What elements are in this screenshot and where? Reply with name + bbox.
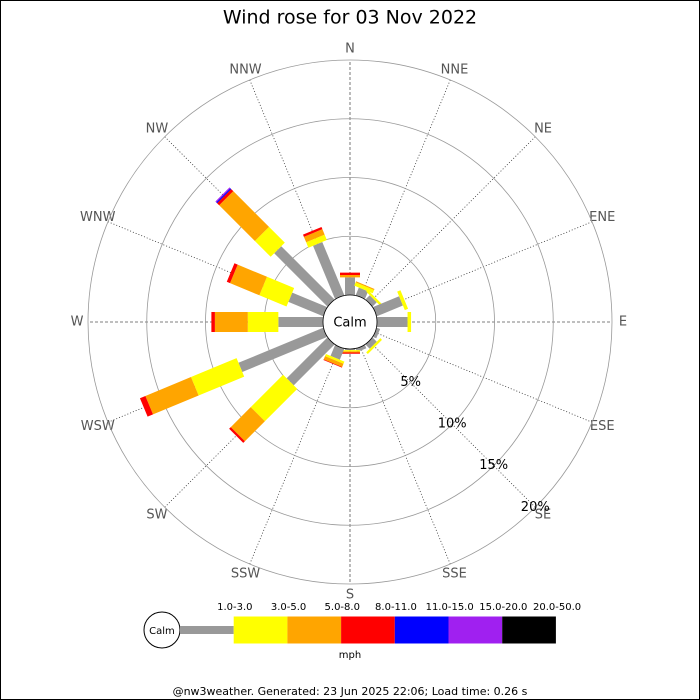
legend-swatch (180, 626, 234, 634)
wind-segment (373, 296, 403, 317)
wind-segment (330, 345, 345, 360)
wind-segment (303, 229, 325, 243)
direction-label: SW (146, 508, 167, 523)
legend-swatch (394, 616, 449, 644)
wind-segment (230, 407, 265, 442)
wind-segment (355, 281, 375, 291)
direction-label: SE (535, 508, 551, 523)
wind-segment (217, 189, 234, 206)
grid-ring (87, 59, 613, 585)
calm-circle (322, 294, 378, 350)
legend-label: 1.0-3.0 (217, 602, 252, 613)
legend-swatch (341, 616, 395, 644)
calm-label: Calm (333, 316, 366, 331)
ring-label: 15% (479, 458, 508, 473)
legend-swatch (502, 616, 556, 644)
wind-segment (323, 359, 343, 368)
wind-segment (340, 272, 360, 276)
direction-label: S (346, 588, 354, 603)
wind-segment (286, 337, 335, 386)
wind-segment (250, 374, 298, 422)
wind-segment (340, 275, 360, 278)
ring-label: 10% (438, 417, 467, 432)
wind-segment (366, 338, 382, 354)
wind-segment (365, 295, 377, 307)
legend-calm-label: Calm (149, 626, 175, 637)
wind-segment (214, 312, 248, 332)
direction-label: NW (146, 121, 169, 136)
legend-swatch (287, 616, 342, 644)
chart-title: Wind rose for 03 Nov 2022 (223, 7, 477, 29)
direction-label: SSW (231, 567, 261, 582)
legend-label: 5.0-8.0 (325, 602, 360, 613)
direction-label: SSE (442, 567, 467, 582)
wind-segment (211, 312, 215, 332)
wind-segment (365, 337, 377, 349)
wind-segment (354, 282, 375, 294)
legend-swatch (233, 616, 288, 644)
wind-segment (306, 234, 327, 248)
wind-segment (325, 353, 345, 364)
wind-segment (313, 241, 345, 299)
direction-label: WNW (80, 210, 116, 225)
wind-segment (340, 350, 360, 352)
legend-label: 8.0-11.0 (375, 602, 417, 613)
wind-segment (340, 352, 360, 354)
wind-segment (366, 290, 382, 306)
wind-segment (215, 187, 231, 203)
wind-segment (238, 327, 327, 373)
direction-label: W (71, 315, 84, 330)
legend-label: 11.0-15.0 (426, 602, 474, 613)
legend-label: 3.0-5.0 (271, 602, 306, 613)
wind-segment (139, 395, 154, 417)
ring-label: 20% (521, 500, 550, 515)
direction-label: N (345, 42, 355, 57)
legend-swatch (448, 616, 503, 644)
wind-segment (259, 276, 295, 307)
wind-segment (190, 358, 245, 396)
direction-label: WSW (81, 419, 115, 434)
ring-label: 5% (400, 375, 421, 390)
legend-label: 15.0-20.0 (479, 602, 527, 613)
wind-segment (377, 317, 408, 327)
wind-segment (340, 351, 360, 353)
direction-label: ESE (590, 419, 615, 434)
wind-segment (278, 317, 323, 327)
direction-label: NNE (441, 62, 469, 77)
wind-segment (229, 427, 245, 443)
wind-segment (373, 327, 381, 339)
wind-segment (288, 292, 327, 317)
wind-segment (274, 246, 335, 307)
wind-segment (247, 312, 279, 332)
grid-ring (146, 118, 554, 526)
wind-segment (345, 277, 355, 295)
wind-segment (216, 188, 232, 204)
wind-segment (345, 349, 355, 351)
wind-segment (254, 226, 285, 257)
wind-segment (219, 191, 270, 242)
wind-segment (303, 227, 323, 237)
wind-segment (407, 312, 412, 332)
legend-label: 20.0-50.0 (533, 602, 581, 613)
direction-label: NNW (229, 62, 261, 77)
footer: @nw3weather. Generated: 23 Jun 2025 22:0… (173, 685, 528, 698)
wind-segment (397, 290, 409, 311)
grid-ring (205, 177, 495, 467)
wind-segment (145, 377, 199, 415)
wind-segment (230, 264, 268, 296)
direction-label: NE (534, 121, 552, 136)
wind-segment (226, 263, 238, 284)
wind-segment (323, 356, 344, 368)
unit-label: mph (339, 650, 361, 661)
direction-label: E (619, 315, 627, 330)
direction-label: ENE (589, 210, 615, 225)
